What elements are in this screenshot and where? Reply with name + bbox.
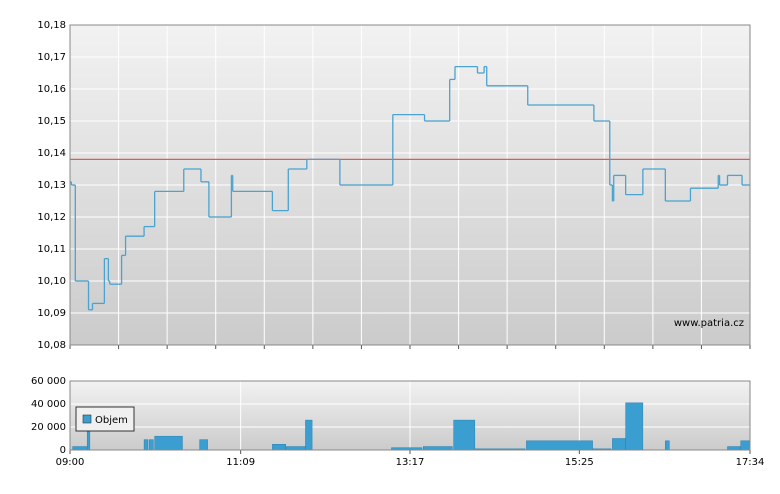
- volume-bar: [625, 402, 644, 451]
- volume-bar: [143, 439, 149, 451]
- y-tick-label: 10,14: [37, 148, 66, 159]
- legend-swatch: [82, 414, 92, 424]
- y-tick-label: 0: [60, 445, 66, 456]
- volume-bar: [149, 439, 154, 451]
- y-tick-label: 10,15: [37, 116, 66, 127]
- y-tick-label: 10,17: [37, 52, 66, 63]
- volume-bar: [612, 438, 626, 451]
- x-tick-label: 15:25: [565, 457, 594, 468]
- x-tick-label: 13:17: [396, 457, 425, 468]
- volume-bar: [199, 439, 208, 451]
- y-tick-label: 10,13: [37, 180, 66, 191]
- y-tick-label: 40 000: [31, 399, 66, 410]
- watermark: www.patria.cz: [674, 318, 744, 329]
- x-tick-label: 17:34: [736, 457, 765, 468]
- y-tick-label: 60 000: [31, 376, 66, 387]
- y-tick-label: 10,09: [37, 308, 66, 319]
- plot-border: [69, 24, 751, 346]
- volume-bar: [285, 446, 306, 451]
- y-tick-label: 10,18: [37, 20, 66, 31]
- volume-bar: [740, 440, 751, 451]
- legend-label: Objem: [95, 415, 128, 426]
- volume-bar: [526, 440, 593, 451]
- y-tick-label: 10,10: [37, 276, 66, 287]
- volume-bar: [272, 444, 286, 451]
- volume-bar: [154, 435, 183, 451]
- y-tick-label: 10,16: [37, 84, 66, 95]
- volume-bar: [453, 419, 476, 451]
- volume-bar: [422, 446, 453, 451]
- volume-bar: [72, 446, 88, 451]
- volume-bar: [665, 440, 670, 451]
- volume-bar: [727, 446, 741, 451]
- y-tick-label: 20 000: [31, 422, 66, 433]
- y-tick-label: 10,12: [37, 212, 66, 223]
- y-tick-label: 10,11: [37, 244, 66, 255]
- x-tick-label: 09:00: [56, 457, 85, 468]
- plot-border: [69, 380, 751, 451]
- y-tick-label: 10,08: [37, 340, 66, 351]
- volume-bar: [305, 419, 313, 451]
- x-tick-label: 11:09: [226, 457, 255, 468]
